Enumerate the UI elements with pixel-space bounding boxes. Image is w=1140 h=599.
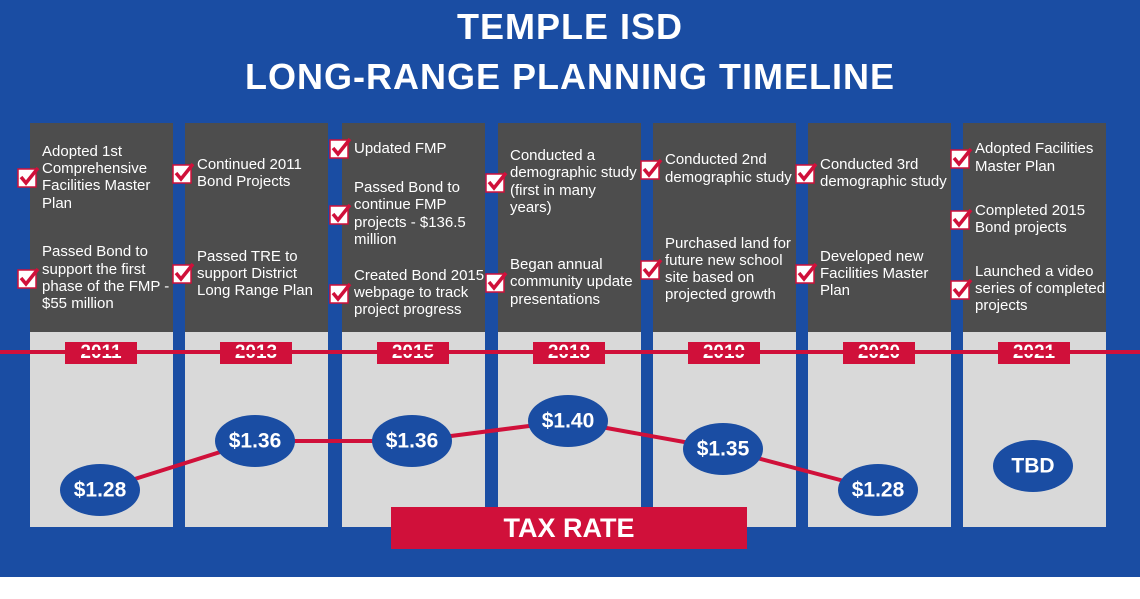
milestone-text: Conducted a demographic study (first in … bbox=[510, 147, 637, 216]
milestone-text: Adopted 1st Comprehensive Facilities Mas… bbox=[42, 142, 151, 212]
check-icon bbox=[950, 278, 973, 300]
tax-rate-value: $1.40 bbox=[542, 410, 595, 433]
check-icon bbox=[172, 162, 195, 184]
milestone-text: Purchased land for future new school sit… bbox=[665, 234, 791, 304]
milestone: Began annual community update presentati… bbox=[485, 256, 641, 308]
check-icon bbox=[950, 147, 973, 169]
milestone: Passed Bond to continue FMP projects - $… bbox=[329, 179, 485, 248]
milestone-text: Created Bond 2015 webpage to track proje… bbox=[354, 266, 485, 319]
tax-rate-value: $1.28 bbox=[852, 479, 905, 502]
check-icon bbox=[950, 208, 973, 230]
milestone-text: Conducted 3rd demographic study bbox=[820, 155, 947, 190]
milestone: Completed 2015 Bond projects bbox=[950, 201, 1106, 237]
milestone-text: Updated FMP bbox=[354, 139, 447, 157]
milestone-text: Passed Bond to support the first phase o… bbox=[42, 243, 170, 312]
milestone: Conducted 2nd demographic study bbox=[640, 151, 796, 186]
column-top: Conducted 2nd demographic study Purchased… bbox=[640, 123, 796, 332]
check-icon bbox=[172, 263, 195, 285]
column-top: Adopted Facilities Master Plan Completed … bbox=[950, 123, 1106, 332]
tax-rate-bubble bbox=[372, 415, 452, 467]
tax-rate-bubble bbox=[215, 415, 295, 467]
tax-rate-bubble bbox=[683, 423, 763, 475]
milestone: Updated FMP bbox=[329, 136, 485, 160]
tax-rate-value: $1.28 bbox=[74, 479, 127, 502]
milestone: Launched a video series of completed pro… bbox=[950, 262, 1106, 315]
column-top: Adopted 1st Comprehensive Facilities Mas… bbox=[17, 123, 173, 332]
title: LONG-RANGE PLANNING TIMELINE bbox=[245, 56, 895, 97]
column-top: Updated FMP Passed Bond to continue FMP p… bbox=[329, 123, 485, 332]
check-icon bbox=[17, 267, 40, 289]
milestone: Passed TRE to support District Long Rang… bbox=[172, 247, 328, 300]
milestone: Created Bond 2015 webpage to track proje… bbox=[329, 266, 485, 319]
check-icon bbox=[329, 282, 352, 304]
tax-rate-bubble bbox=[838, 464, 918, 516]
check-icon bbox=[485, 171, 508, 193]
check-icon bbox=[329, 138, 352, 160]
tax-rate-value: $1.36 bbox=[229, 430, 282, 453]
column-top: Conducted a demographic study (first in … bbox=[485, 123, 641, 332]
milestone-text: Launched a video series of completed pro… bbox=[975, 262, 1106, 315]
check-icon bbox=[17, 167, 40, 188]
tax-rate-label: TAX RATE bbox=[391, 507, 747, 549]
milestone: Developed new Facilities Master Plan bbox=[795, 247, 951, 300]
check-icon bbox=[795, 263, 818, 285]
milestone-text: Continued 2011 Bond Projects bbox=[197, 155, 302, 190]
tax-rate-value: TBD bbox=[1011, 455, 1054, 478]
check-icon bbox=[329, 203, 352, 225]
milestone-text: Developed new Facilities Master Plan bbox=[820, 247, 929, 300]
check-icon bbox=[795, 162, 818, 184]
milestone-text: Passed TRE to support District Long Rang… bbox=[197, 247, 313, 300]
column-bottom bbox=[963, 332, 1106, 527]
milestone: Adopted 1st Comprehensive Facilities Mas… bbox=[17, 142, 173, 212]
check-icon bbox=[485, 271, 508, 293]
milestone-text: Passed Bond to continue FMP projects - $… bbox=[354, 179, 466, 248]
overlay: $1.28 $1.36 $1.36 $1.40 $1.35 $1.28 TBD bbox=[0, 350, 1140, 516]
milestone-text: Completed 2015 Bond projects bbox=[975, 201, 1086, 236]
check-icon bbox=[640, 259, 663, 280]
milestone-text: Conducted 2nd demographic study bbox=[665, 151, 792, 186]
milestone: Passed Bond to support the first phase o… bbox=[17, 243, 173, 312]
milestone-text: Began annual community update presentati… bbox=[510, 256, 633, 308]
tax-rate-value: $1.35 bbox=[697, 438, 750, 461]
column-top: Continued 2011 Bond Projects Passed TRE t… bbox=[172, 123, 328, 332]
milestone-text: Adopted Facilities Master Plan bbox=[975, 140, 1094, 175]
milestone: Conducted 3rd demographic study bbox=[795, 155, 951, 191]
milestone: Purchased land for future new school sit… bbox=[640, 234, 796, 304]
milestone: Adopted Facilities Master Plan bbox=[950, 140, 1106, 175]
milestone: Continued 2011 Bond Projects bbox=[172, 155, 328, 191]
title: TEMPLE ISD bbox=[456, 6, 684, 47]
check-icon bbox=[640, 158, 663, 180]
column-top: Conducted 3rd demographic study Developed… bbox=[795, 123, 951, 332]
milestone: Conducted a demographic study (first in … bbox=[485, 147, 641, 216]
tax-rate-bubble bbox=[993, 440, 1073, 492]
tax-rate-bubble bbox=[528, 395, 608, 447]
tax-rate-bubble bbox=[60, 464, 140, 516]
tax-rate-value: $1.36 bbox=[386, 430, 439, 453]
